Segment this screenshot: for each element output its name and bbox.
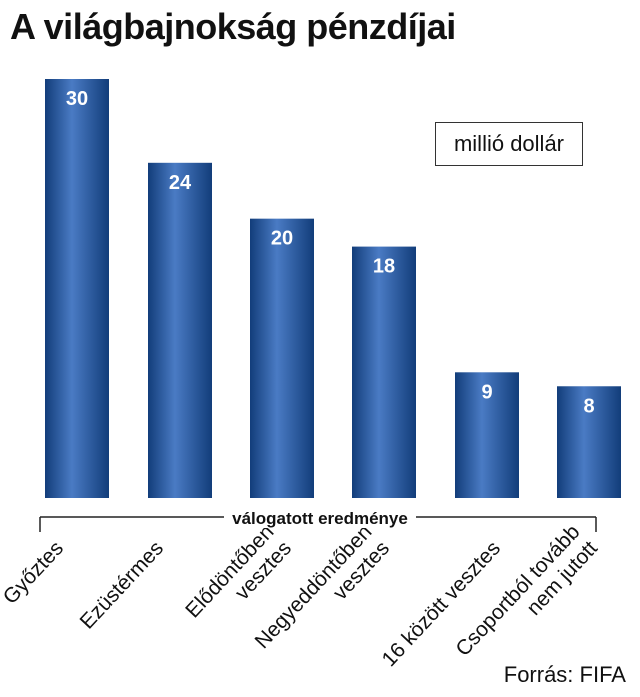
bar-4 xyxy=(455,372,519,498)
category-label-line: Ezüstérmes xyxy=(76,537,168,634)
bar-value-label-5: 8 xyxy=(583,395,594,417)
category-label-line: 16 között vesztes xyxy=(378,537,505,671)
bar-3 xyxy=(352,246,416,498)
bar-value-label-1: 24 xyxy=(169,172,192,194)
chart-title: A világbajnokság pénzdíjai xyxy=(10,6,456,47)
bar-value-label-0: 30 xyxy=(66,88,88,110)
category-label-1: Ezüstérmes xyxy=(76,537,168,634)
bar-1 xyxy=(148,162,212,499)
bar-2 xyxy=(250,218,314,498)
category-label-line: Győztes xyxy=(0,537,68,609)
bar-0 xyxy=(45,79,109,498)
bar-value-label-3: 18 xyxy=(373,256,395,278)
bar-value-label-2: 20 xyxy=(271,228,293,250)
category-label-0: Győztes xyxy=(0,537,68,609)
source-note: Forrás: FIFA xyxy=(503,662,626,687)
xaxis-label: válogatott eredménye xyxy=(0,509,640,529)
bar-value-label-4: 9 xyxy=(481,381,492,403)
category-label-4: 16 között vesztes xyxy=(378,537,505,671)
unit-label: millió dollár xyxy=(435,122,583,166)
bar-5 xyxy=(557,386,621,498)
